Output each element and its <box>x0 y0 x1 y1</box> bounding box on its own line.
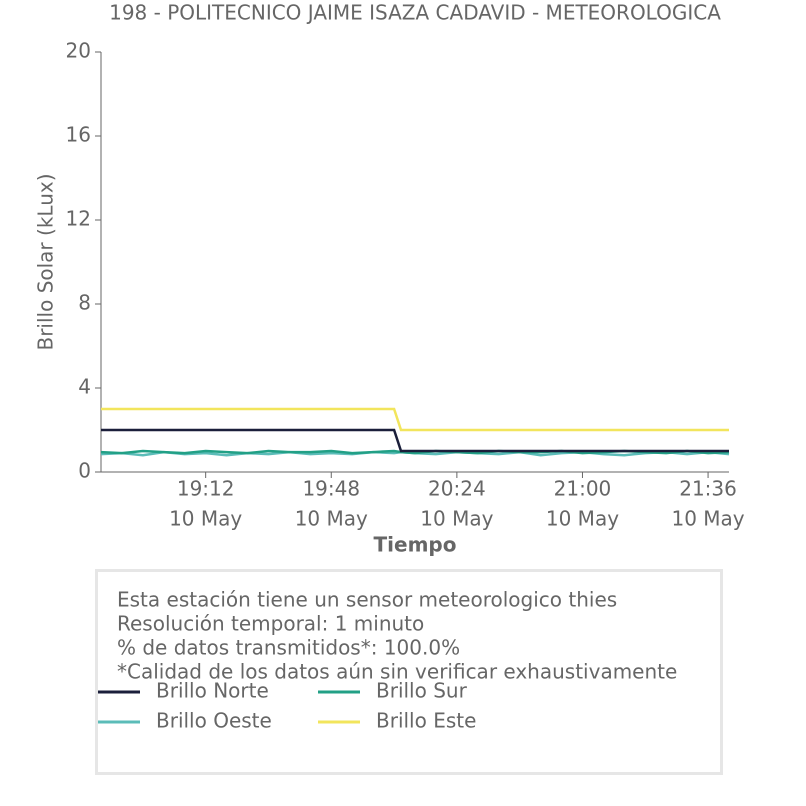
y-tick-label: 0 <box>78 459 91 483</box>
legend-label: Brillo Norte <box>156 679 269 703</box>
legend-label: Brillo Este <box>376 709 476 733</box>
x-tick-label: 21:36 <box>679 477 737 501</box>
y-tick-label: 4 <box>78 375 91 399</box>
x-tick-label: 21:00 <box>554 477 612 501</box>
note: *Calidad de los datos aún sin verificar … <box>117 660 677 684</box>
x-tick-date: 10 May <box>671 507 744 531</box>
legend-label: Brillo Sur <box>376 679 468 703</box>
x-tick-label: 20:24 <box>428 477 486 501</box>
x-tick-date: 10 May <box>420 507 493 531</box>
x-tick-label: 19:48 <box>302 477 360 501</box>
note: Resolución temporal: 1 minuto <box>117 612 424 636</box>
x-tick-label: 19:12 <box>177 477 235 501</box>
x-tick-date: 10 May <box>169 507 242 531</box>
x-tick-date: 10 May <box>546 507 619 531</box>
series-line <box>101 428 729 453</box>
y-tick-label: 8 <box>78 291 91 315</box>
legend-label: Brillo Oeste <box>156 709 272 733</box>
note: % de datos transmitidos*: 100.0% <box>117 636 460 660</box>
x-axis-label: Tiempo <box>374 533 457 557</box>
y-tick-label: 12 <box>66 207 91 231</box>
x-tick-date: 10 May <box>295 507 368 531</box>
note: Esta estación tiene un sensor meteorolog… <box>117 588 617 612</box>
y-tick-label: 16 <box>66 123 91 147</box>
series-line <box>101 407 729 432</box>
y-tick-label: 20 <box>66 39 91 63</box>
info-box <box>95 569 723 775</box>
y-axis-label: Brillo Solar (kLux) <box>34 173 58 350</box>
chart-title: 198 - POLITECNICO JAIME ISAZA CADAVID - … <box>109 1 721 25</box>
